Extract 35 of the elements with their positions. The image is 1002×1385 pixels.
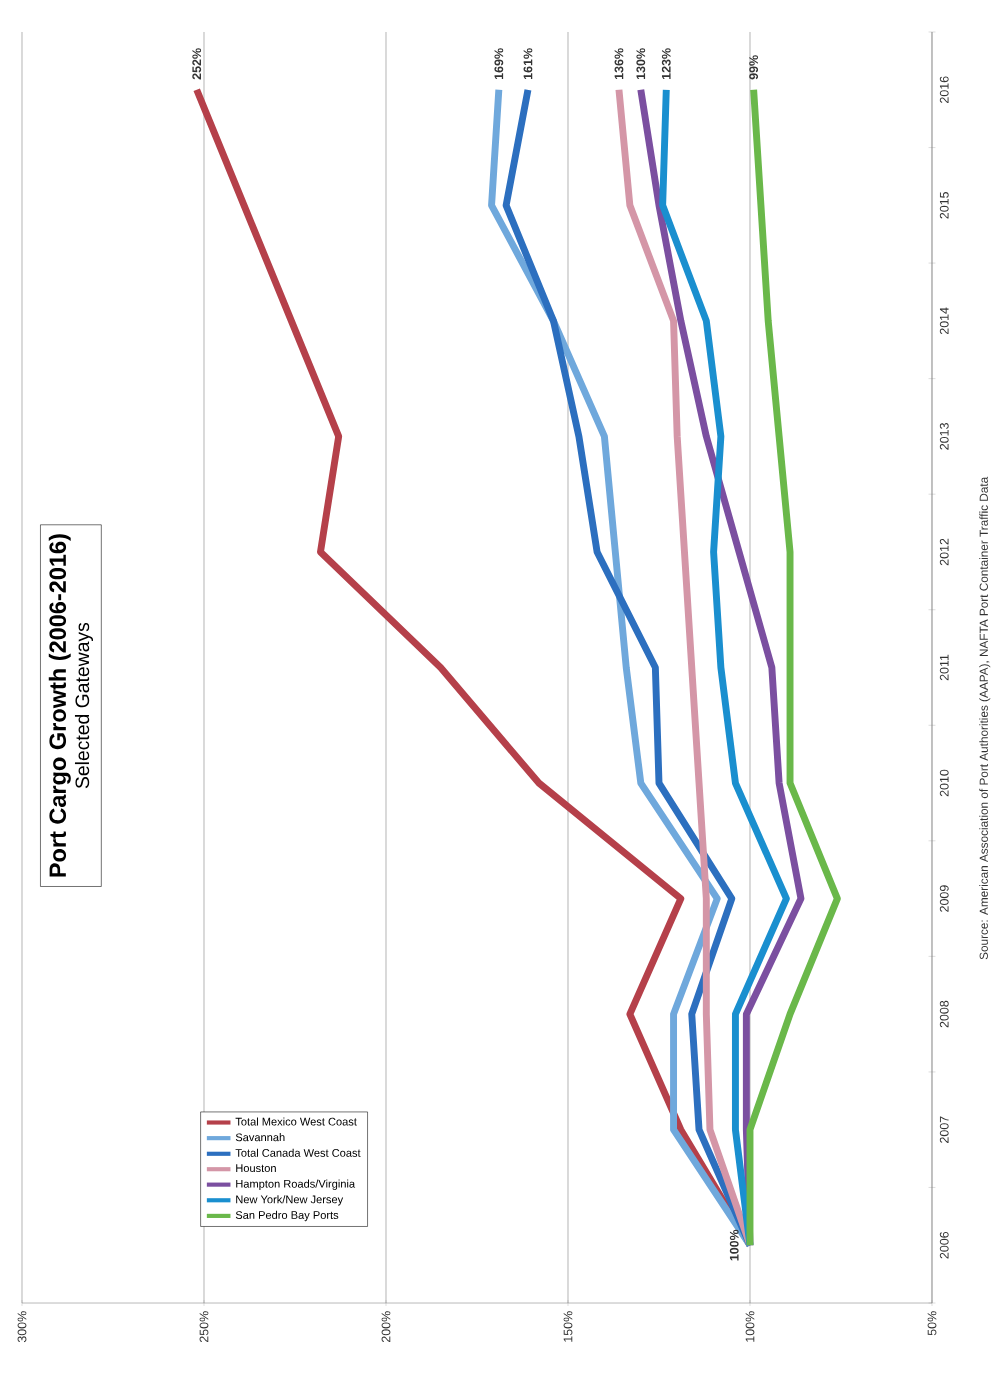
y-tick-label: 2011: [939, 654, 949, 681]
y-tick-label: 2010: [939, 769, 949, 797]
x-tick-label: 300%: [17, 1311, 27, 1343]
annotation: 169%: [494, 48, 504, 80]
y-tick-label: 2009: [939, 885, 949, 912]
y-tick-label: 2015: [939, 192, 949, 219]
y-tick-label: 2007: [939, 1116, 949, 1143]
source-note: Source: American Association of Port Authorities (AAPA), NAFTA Port Container Traffic Data: [979, 476, 991, 960]
x-tick-label: 250%: [199, 1311, 209, 1343]
x-tick-label: 100%: [745, 1311, 755, 1342]
annotation: 252%: [192, 48, 202, 80]
legend-label: San Pedro Bay Ports: [235, 1210, 339, 1222]
text: Port Cargo Growth (2006-2016): [48, 534, 71, 877]
y-tick-label: 2012: [939, 538, 949, 566]
legend-label: New York/New Jersey: [236, 1195, 344, 1206]
y-tick-label: 2013: [939, 423, 949, 450]
annotation: 136%: [614, 48, 624, 80]
legend-label: Total Canada West Coast: [235, 1148, 361, 1157]
x-tick-label: 50%: [927, 1311, 937, 1336]
legend-label: Total Mexico West Coast: [235, 1117, 357, 1126]
text: Selected Gateways: [74, 622, 94, 789]
annotation: 161%: [523, 48, 533, 80]
annotation: 123%: [661, 48, 671, 80]
y-tick-label: 2006: [939, 1231, 949, 1259]
y-tick-label: 2014: [939, 307, 949, 335]
legend-label: Houston: [236, 1164, 276, 1173]
y-tick-label: 2008: [939, 1000, 949, 1028]
annotation: 100%: [729, 1229, 739, 1261]
annotation: 130%: [636, 48, 646, 80]
x-tick-label: 150%: [563, 1311, 573, 1342]
annotation: 99%: [749, 55, 759, 80]
x-tick-label: 200%: [381, 1311, 391, 1343]
legend-label: Hampton Roads/Virginia: [236, 1179, 356, 1190]
legend-label: Savannah: [235, 1133, 285, 1142]
y-tick-label: 2016: [939, 76, 949, 103]
